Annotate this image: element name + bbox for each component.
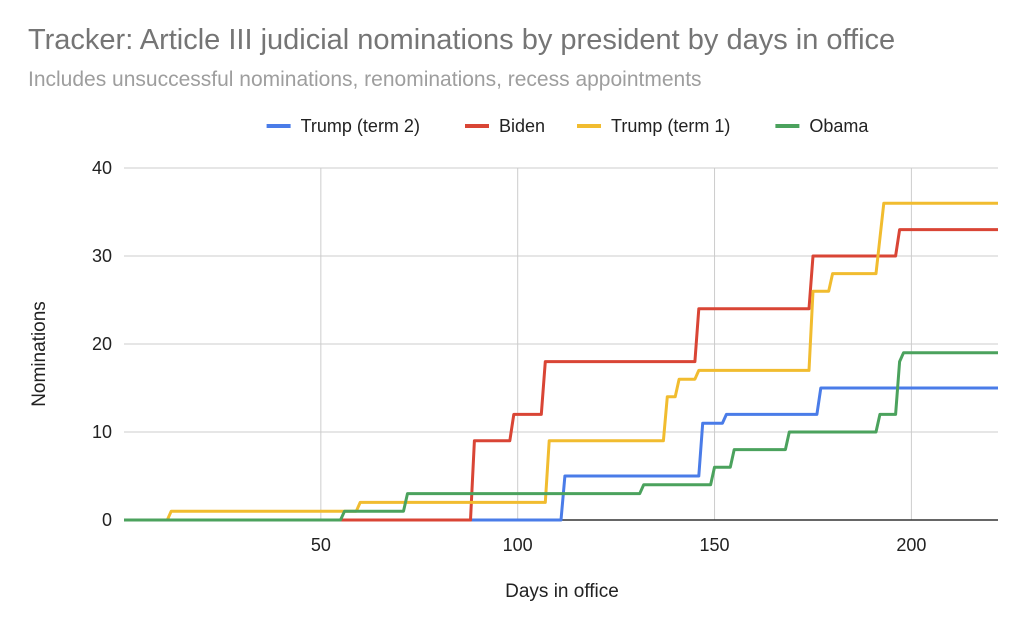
chart-subtitle: Includes unsuccessful nominations, renom… [28, 68, 702, 91]
series-line-0 [124, 386, 998, 522]
x-tick-label: 50 [311, 535, 331, 555]
y-axis-title: Nominations [29, 301, 50, 407]
gridlines [124, 167, 998, 521]
legend-label-3: Obama [809, 116, 869, 136]
chart-title: Tracker: Article III judicial nomination… [28, 24, 896, 56]
tick-labels: 0 10 20 30 40 50 100 150 200 [92, 158, 926, 555]
y-tick-label: 0 [102, 510, 112, 530]
y-tick-label: 30 [92, 246, 112, 266]
y-tick-label: 10 [92, 422, 112, 442]
legend-label-2: Trump (term 1) [611, 116, 730, 136]
x-tick-label: 200 [896, 535, 926, 555]
series-lines [124, 201, 998, 522]
legend-label-0: Trump (term 2) [301, 116, 420, 136]
series-line-1 [124, 228, 998, 522]
x-tick-label: 100 [503, 535, 533, 555]
y-tick-label: 20 [92, 334, 112, 354]
series-line-3 [124, 351, 998, 522]
legend: Trump (term 2) Biden Trump (term 1) Obama [266, 116, 869, 136]
x-axis-title: Days in office [505, 581, 619, 602]
x-tick-label: 150 [700, 535, 730, 555]
y-tick-label: 40 [92, 158, 112, 178]
legend-label-1: Biden [499, 116, 545, 136]
